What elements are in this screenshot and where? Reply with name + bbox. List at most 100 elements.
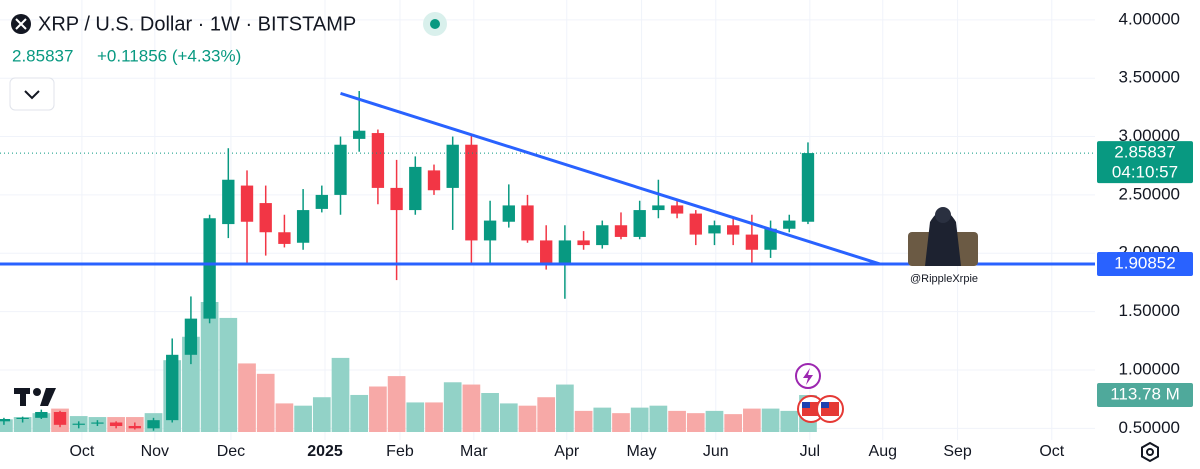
candle-body (0, 418, 11, 422)
candle-body (801, 153, 815, 222)
last-price-label: 2.85837 (1114, 143, 1175, 162)
candle-body (652, 205, 665, 211)
candle-body (708, 225, 721, 234)
candle-body (427, 170, 441, 191)
candle-body (558, 240, 572, 265)
candle-body (91, 422, 104, 424)
volume-bar (331, 357, 350, 432)
y-tick-label: 1.50000 (1119, 301, 1180, 320)
support-box (1097, 251, 1193, 276)
trend-line (340, 91, 881, 266)
candle-body (727, 225, 740, 235)
x-tick-label: Dec (217, 443, 245, 460)
volume-bar (275, 403, 294, 432)
volume-bar (425, 402, 443, 432)
candle-body (633, 210, 646, 237)
candle-body (72, 423, 85, 425)
volume-bar (294, 405, 312, 432)
volume-bar (406, 402, 425, 432)
candle-body (614, 225, 628, 237)
volume-box (1097, 383, 1193, 408)
last-price-box (1097, 141, 1193, 184)
candle-body (390, 187, 403, 211)
volume-bar (630, 407, 649, 432)
x-tick-label: Sep (943, 443, 972, 460)
volume-bar (219, 317, 238, 432)
volume-bar (761, 408, 780, 432)
candle-body (53, 411, 67, 425)
y-tick-label: 3.50000 (1119, 68, 1180, 87)
volume-bar (13, 417, 32, 432)
volume-bar (200, 302, 219, 432)
chart-title: XRP / U.S. Dollar · 1W · BITSTAMP (38, 13, 356, 35)
candle-body (521, 205, 534, 241)
candle-body (184, 318, 198, 355)
volume-bar (481, 393, 499, 432)
candle-body (577, 240, 590, 246)
candle-body (540, 240, 553, 265)
x-tick-label: Mar (460, 443, 488, 460)
volume-bar (780, 410, 799, 432)
candle-body (465, 144, 478, 241)
candle-body (296, 210, 310, 243)
candle-body (222, 179, 235, 225)
y-tick-label: 2.50000 (1119, 184, 1180, 203)
candle-body (334, 144, 347, 195)
volume-bar (705, 410, 724, 432)
event-icons (795, 363, 844, 423)
candle-body (483, 220, 497, 241)
candle-body (147, 420, 160, 429)
x-tick-label: Jul (800, 443, 820, 460)
candle-body (502, 205, 515, 222)
volume-layer (0, 302, 817, 432)
x-tick-label: Apr (554, 443, 580, 460)
countdown-label: 04:10:57 (1112, 163, 1178, 182)
candle-body (409, 166, 422, 211)
volume-bar (537, 397, 556, 432)
y-tick-label: 0.50000 (1119, 418, 1180, 437)
volume-bar (387, 376, 406, 432)
volume-bar (32, 413, 51, 432)
market-status (423, 12, 447, 36)
volume-bar (238, 363, 256, 432)
candle-body (166, 354, 179, 421)
settings-button[interactable] (1141, 441, 1159, 463)
collapse-button[interactable] (9, 77, 55, 111)
volume-bar (686, 413, 705, 432)
candle-body (783, 220, 796, 229)
candle-body (670, 205, 684, 214)
tv-logo (14, 388, 56, 406)
x-tick-label: 2025 (307, 443, 343, 460)
volume-bar (574, 410, 593, 432)
candle-body (315, 194, 328, 209)
y-tick-label: 3.00000 (1119, 126, 1180, 145)
candle-body (16, 417, 29, 419)
volume-bar (593, 407, 612, 432)
volume-bar (443, 382, 462, 432)
candle-body (240, 185, 254, 222)
candle-body (353, 130, 366, 139)
y-tick-label: 1.00000 (1119, 359, 1180, 378)
watermark-text: @RippleXrpie (910, 273, 978, 285)
volume-bar (668, 410, 686, 432)
volume-bar (182, 336, 200, 432)
candle-body (259, 203, 272, 233)
x-tick-label: Nov (141, 443, 169, 460)
candle-body (203, 218, 216, 319)
candle-body (371, 133, 385, 188)
candle-body (689, 213, 702, 235)
axis-layer: 4.000003.500003.000002.500002.000001.500… (69, 9, 1193, 460)
x-tick-label: Oct (69, 443, 94, 460)
volume-bar (556, 384, 574, 432)
watermark-figure (908, 207, 978, 266)
candle-body (446, 144, 459, 188)
support-label: 1.90852 (1114, 253, 1175, 272)
x-tick-label: Aug (869, 443, 897, 460)
candle-layer (0, 91, 815, 431)
header-change: +0.11856 (+4.33%) (97, 46, 241, 65)
x-tick-label: May (626, 443, 656, 460)
candle-body (764, 228, 777, 250)
volume-bar (312, 397, 331, 432)
